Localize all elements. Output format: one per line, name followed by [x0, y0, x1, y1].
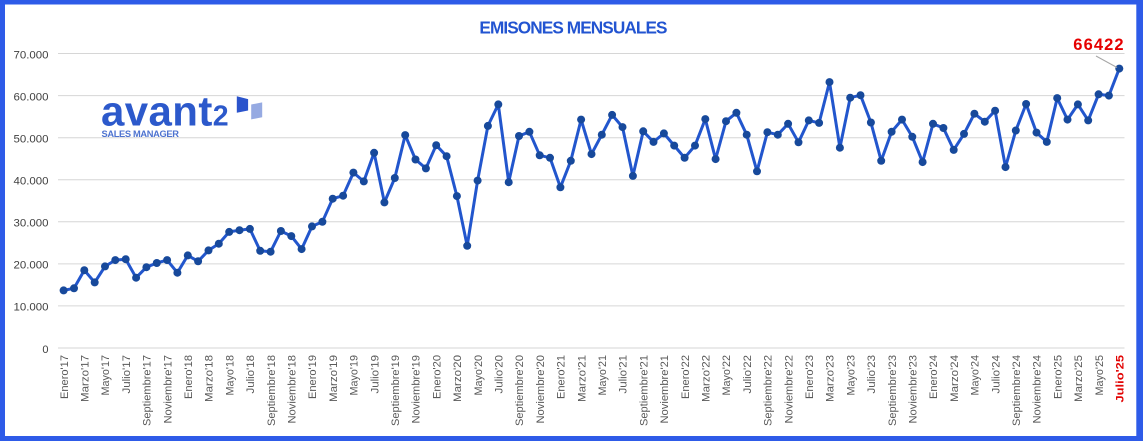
- svg-text:Enero'24: Enero'24: [928, 355, 940, 399]
- svg-text:Septiembre'19: Septiembre'19: [390, 355, 402, 426]
- svg-text:Marzo'25: Marzo'25: [1073, 355, 1085, 402]
- svg-text:Noviembre'23: Noviembre'23: [908, 355, 920, 424]
- svg-text:Mayo'23: Mayo'23: [845, 355, 857, 396]
- svg-text:Mayo'19: Mayo'19: [349, 355, 361, 396]
- svg-text:Enero'25: Enero'25: [1052, 355, 1064, 399]
- svg-text:10.000: 10.000: [14, 302, 49, 314]
- svg-text:Noviembre'22: Noviembre'22: [783, 355, 795, 424]
- svg-text:Mayo'17: Mayo'17: [100, 355, 112, 396]
- svg-text:Marzo'20: Marzo'20: [452, 355, 464, 402]
- svg-text:40.000: 40.000: [14, 176, 49, 188]
- svg-text:Julio'21: Julio'21: [618, 355, 630, 394]
- svg-text:Julio'25: Julio'25: [1115, 355, 1127, 403]
- svg-text:Mayo'18: Mayo'18: [224, 355, 236, 396]
- svg-text:Enero'23: Enero'23: [804, 355, 816, 399]
- svg-text:EMISONES MENSUALES: EMISONES MENSUALES: [479, 18, 667, 38]
- svg-text:Enero'18: Enero'18: [183, 355, 195, 399]
- svg-text:Enero'17: Enero'17: [59, 355, 71, 399]
- svg-text:0: 0: [42, 344, 48, 356]
- svg-text:Marzo'19: Marzo'19: [328, 355, 340, 402]
- svg-text:Enero'21: Enero'21: [556, 355, 568, 399]
- svg-text:50.000: 50.000: [14, 134, 49, 146]
- svg-text:Mayo'24: Mayo'24: [970, 355, 982, 396]
- svg-text:20.000: 20.000: [14, 260, 49, 272]
- svg-text:Marzo'22: Marzo'22: [701, 355, 713, 402]
- svg-text:Septiembre'17: Septiembre'17: [142, 355, 154, 426]
- svg-text:Julio'24: Julio'24: [990, 355, 1002, 394]
- svg-text:Marzo'21: Marzo'21: [576, 355, 588, 402]
- svg-text:SALES MANAGER: SALES MANAGER: [102, 129, 180, 139]
- svg-text:Marzo'18: Marzo'18: [204, 355, 216, 402]
- svg-text:avant2: avant2: [101, 87, 229, 134]
- svg-text:Septiembre'23: Septiembre'23: [887, 355, 899, 426]
- svg-text:Septiembre'20: Septiembre'20: [514, 355, 526, 426]
- svg-text:Septiembre'21: Septiembre'21: [638, 355, 650, 426]
- svg-text:Julio'19: Julio'19: [369, 355, 381, 394]
- svg-text:Julio'23: Julio'23: [866, 355, 878, 394]
- svg-text:Septiembre'18: Septiembre'18: [266, 355, 278, 426]
- svg-text:Julio'22: Julio'22: [742, 355, 754, 394]
- svg-text:Noviembre'19: Noviembre'19: [411, 355, 423, 424]
- svg-text:Marzo'23: Marzo'23: [825, 355, 837, 402]
- svg-text:66422: 66422: [1073, 36, 1124, 54]
- svg-text:Julio'20: Julio'20: [494, 355, 506, 394]
- svg-text:Septiembre'22: Septiembre'22: [763, 355, 775, 426]
- svg-text:Noviembre'20: Noviembre'20: [535, 355, 547, 424]
- svg-text:Enero'22: Enero'22: [680, 355, 692, 399]
- svg-text:Noviembre'21: Noviembre'21: [659, 355, 671, 424]
- svg-text:Enero'19: Enero'19: [307, 355, 319, 399]
- svg-text:Mayo'22: Mayo'22: [721, 355, 733, 396]
- svg-text:Marzo'17: Marzo'17: [80, 355, 92, 402]
- svg-text:Noviembre'17: Noviembre'17: [162, 355, 174, 424]
- svg-text:Noviembre'18: Noviembre'18: [287, 355, 299, 424]
- svg-text:Mayo'21: Mayo'21: [597, 355, 609, 396]
- svg-text:Julio'18: Julio'18: [245, 355, 257, 394]
- svg-text:Enero'20: Enero'20: [431, 355, 443, 399]
- svg-text:Julio'17: Julio'17: [121, 355, 133, 394]
- svg-text:60.000: 60.000: [14, 91, 49, 103]
- svg-text:Noviembre'24: Noviembre'24: [1032, 355, 1044, 424]
- svg-text:30.000: 30.000: [14, 218, 49, 230]
- svg-text:Mayo'25: Mayo'25: [1094, 355, 1106, 396]
- svg-text:70.000: 70.000: [14, 49, 49, 61]
- svg-text:Mayo'20: Mayo'20: [473, 355, 485, 396]
- svg-text:Marzo'24: Marzo'24: [949, 355, 961, 402]
- svg-text:Septiembre'24: Septiembre'24: [1011, 355, 1023, 426]
